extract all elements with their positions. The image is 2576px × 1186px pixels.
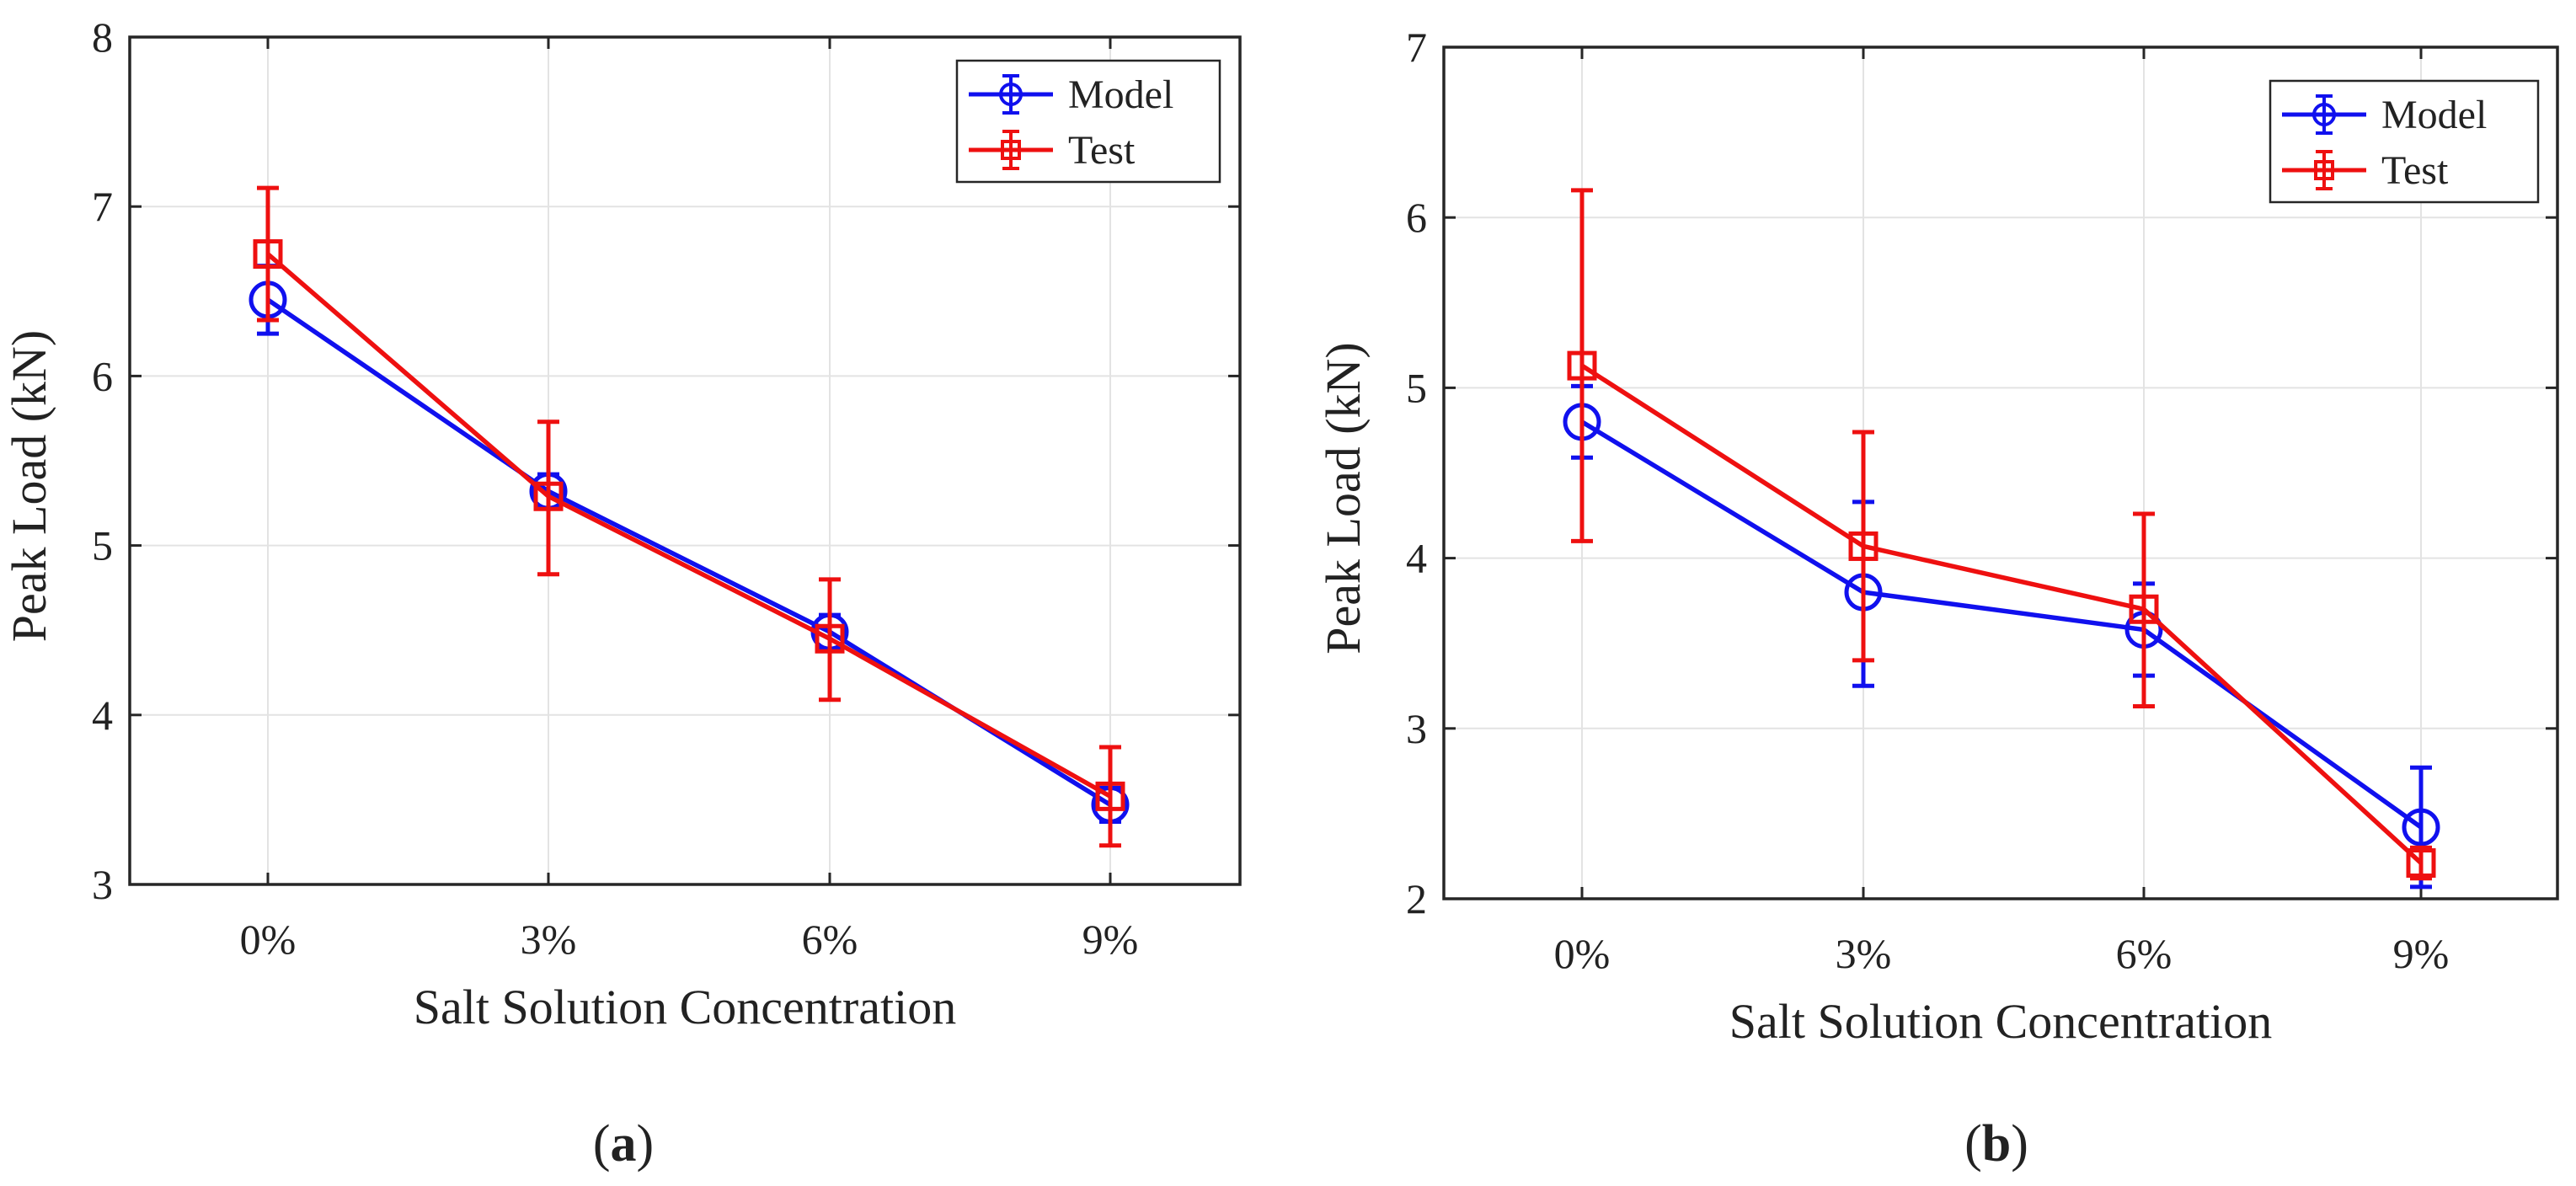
legend-label: Test — [1068, 128, 1136, 173]
series-test — [1567, 188, 2436, 881]
legend-entry-model: Model — [2282, 93, 2487, 137]
data-point — [2402, 808, 2440, 847]
series-line — [1580, 419, 2423, 830]
y-tick-label: 5 — [92, 522, 113, 569]
y-tick-label: 6 — [1406, 194, 1427, 241]
y-tick-label: 4 — [92, 692, 113, 739]
data-point — [1848, 531, 1879, 561]
y-tick-label: 2 — [1406, 875, 1427, 922]
y-tick-label: 4 — [1406, 535, 1427, 582]
caption-paren: ( — [1964, 1115, 1982, 1173]
legend-marker — [999, 83, 1023, 106]
plot-frame — [1442, 45, 2559, 900]
panel-label: b — [1982, 1115, 2011, 1173]
series-line — [1580, 363, 2423, 865]
caption-paren: ) — [637, 1115, 655, 1173]
x-axis-label: Salt Solution Concentration — [1729, 994, 2272, 1049]
legend-label: Test — [2381, 148, 2449, 193]
series-model — [249, 264, 1130, 825]
data-point — [2406, 848, 2436, 879]
x-tick-label: 6% — [802, 916, 858, 963]
y-tick-label: 3 — [1406, 705, 1427, 752]
series-line — [266, 252, 1112, 799]
data-point — [2129, 594, 2159, 624]
x-tick-label: 9% — [1082, 916, 1139, 963]
y-axis-label: Peak Load (kN) — [1316, 342, 1371, 654]
panel-caption: (a) — [593, 1115, 654, 1173]
legend-marker — [2314, 160, 2334, 180]
legend: Model Test — [2269, 79, 2540, 204]
legend-marker — [1001, 140, 1021, 160]
x-axis-label: Salt Solution Concentration — [414, 980, 956, 1034]
legend-marker — [2312, 103, 2336, 126]
legend-label: Model — [2381, 93, 2487, 137]
legend-box — [955, 59, 1221, 184]
data-point — [253, 239, 283, 270]
y-axis-label: Peak Load (kN) — [2, 330, 56, 642]
chart-panel-a: 3 4 5 6 7 8 0% 3% 6% 9% Salt Solution Concentratio… — [2, 13, 1242, 1173]
y-tick-label: 6 — [92, 352, 113, 399]
x-tick-label: 3% — [1836, 930, 1892, 977]
y-tick-label: 7 — [1406, 24, 1427, 71]
caption-paren: ( — [593, 1115, 611, 1173]
legend-label: Model — [1068, 72, 1173, 117]
x-tick-label: 6% — [2116, 930, 2172, 977]
panel-caption: (b) — [1964, 1115, 2028, 1173]
x-tick-label: 0% — [1554, 930, 1611, 977]
data-point — [1095, 781, 1125, 811]
data-point — [815, 623, 845, 654]
x-tick-label: 0% — [240, 916, 297, 963]
legend-entry-model: Model — [969, 72, 1173, 117]
y-tick-label: 7 — [92, 183, 113, 230]
data-point — [533, 481, 564, 511]
panel-label: a — [611, 1115, 637, 1173]
data-point — [1567, 350, 1597, 381]
chart-panel-b: 2 3 4 5 6 7 0% 3% 6% 9% Salt Solution Concentratio… — [1316, 24, 2559, 1173]
x-tick-label: 9% — [2393, 930, 2450, 977]
caption-paren: ) — [2011, 1115, 2028, 1173]
y-tick-label: 5 — [1406, 364, 1427, 411]
y-tick-label: 8 — [92, 13, 113, 61]
y-tick-label: 3 — [92, 861, 113, 908]
legend-entry-test: Test — [969, 128, 1136, 173]
series-model — [1563, 383, 2440, 890]
series-test — [253, 185, 1125, 848]
legend-box — [2269, 79, 2540, 204]
legend-entry-test: Test — [2282, 148, 2449, 193]
legend: Model Test — [955, 59, 1221, 184]
plot-frame — [128, 35, 1242, 886]
x-tick-label: 3% — [521, 916, 577, 963]
